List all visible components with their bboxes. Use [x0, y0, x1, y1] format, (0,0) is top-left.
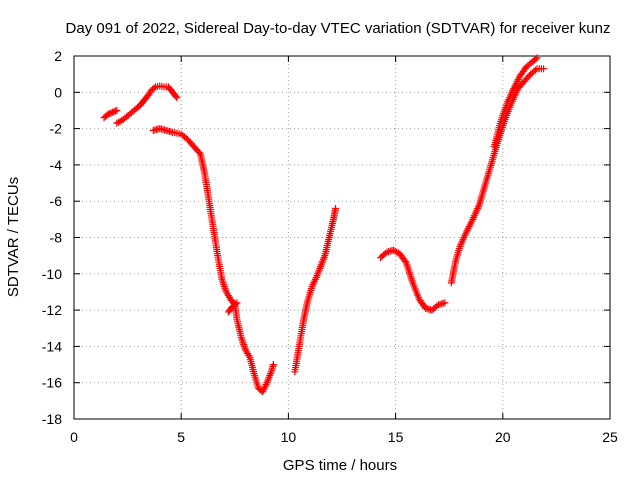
data-point	[172, 92, 180, 100]
data-point	[540, 65, 548, 73]
data-point	[240, 341, 248, 349]
series-track-2	[113, 82, 181, 127]
data-point	[113, 106, 121, 114]
series-track-3	[149, 125, 277, 396]
plot-frame	[73, 55, 611, 420]
data-point	[150, 84, 158, 92]
series-track-7	[447, 65, 548, 287]
x-tick-label-2: 10	[281, 429, 297, 445]
y-tick-label-3: -12	[42, 302, 62, 318]
data-point	[401, 257, 409, 265]
x-tick-label-0: 0	[70, 429, 78, 445]
series-track-1	[100, 106, 121, 122]
data-point	[269, 361, 277, 369]
x-axis-label: GPS time / hours	[283, 457, 397, 474]
data-point	[533, 54, 541, 62]
chart-title: Day 091 of 2022, Sidereal Day-to-day VTE…	[66, 20, 611, 37]
y-tick-label-10: 2	[54, 48, 62, 64]
y-tick-label-6: -6	[50, 193, 63, 209]
data-point	[116, 117, 124, 125]
y-tick-label-1: -16	[42, 375, 62, 391]
x-tick-label-3: 15	[388, 429, 404, 445]
data-point	[238, 337, 246, 345]
y-tick-label-8: -2	[50, 121, 63, 137]
series-track-5	[291, 204, 340, 376]
y-tick-label-2: -14	[42, 338, 62, 354]
data-point	[195, 149, 203, 157]
data-point	[239, 339, 247, 347]
data-point	[393, 248, 401, 256]
data-point	[531, 66, 539, 74]
x-tick-label-5: 25	[602, 429, 618, 445]
grid	[74, 56, 610, 419]
series-track-8	[490, 54, 541, 151]
y-tick-label-0: -18	[42, 411, 62, 427]
y-tick-label-7: -4	[50, 157, 63, 173]
y-tick-label-9: 0	[54, 84, 62, 100]
x-tick-label-1: 5	[177, 429, 185, 445]
data-point	[233, 299, 241, 307]
data-point	[219, 277, 227, 285]
tick-labels: 0 5 10 15 20 25 -18 -16 -14 -12 -10 -8 -6 -4 -2 0 2	[42, 48, 618, 445]
data-point	[220, 281, 228, 289]
series-track-6	[377, 246, 449, 314]
data-points	[100, 54, 548, 396]
y-axis-label: SDTVAR / TECUs	[5, 177, 22, 297]
data-point	[220, 283, 228, 291]
data-point	[238, 335, 246, 343]
data-point	[332, 204, 340, 212]
data-point	[232, 300, 240, 308]
data-point	[219, 279, 227, 287]
data-point	[173, 94, 181, 102]
x-tick-label-4: 20	[495, 429, 511, 445]
y-tick-label-5: -8	[50, 230, 63, 246]
data-point	[532, 55, 540, 63]
series-track-4	[224, 299, 241, 316]
data-point	[111, 107, 119, 115]
data-point	[441, 299, 449, 307]
y-tick-label-4: -10	[42, 266, 62, 282]
